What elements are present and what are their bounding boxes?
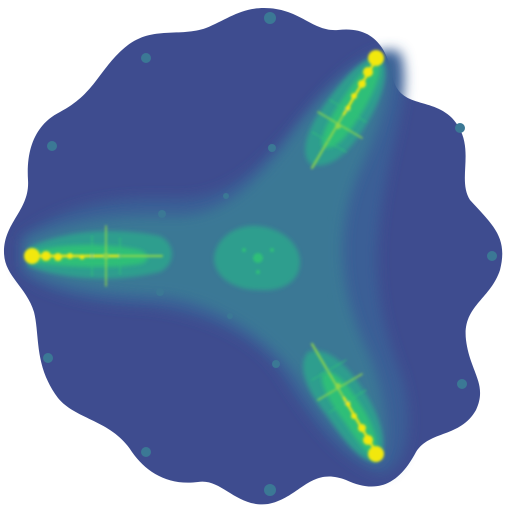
satellite-blob: [158, 210, 166, 218]
top-arm-filament: [311, 50, 384, 169]
bottom-arm-filament: [311, 343, 384, 462]
satellite-blob: [223, 193, 229, 199]
satellite-blob: [268, 144, 276, 152]
satellite-blob: [327, 293, 333, 299]
satellite-blob: [457, 379, 467, 389]
satellite-blob: [327, 215, 333, 221]
center-mini-structure: [242, 248, 274, 274]
satellite-blob: [455, 123, 465, 133]
satellite-blobs: [43, 12, 497, 496]
satellite-blob: [264, 12, 276, 24]
satellite-blob: [141, 447, 151, 457]
satellite-blob: [227, 313, 233, 319]
satellite-blob: [272, 360, 280, 368]
satellite-blob: [141, 53, 151, 63]
left-arm-filament: [24, 225, 163, 287]
band-4-bottom-arm: [321, 372, 377, 456]
band-2: [26, 60, 388, 462]
satellite-blob: [156, 288, 164, 296]
satellite-blob: [43, 353, 53, 363]
satellite-blob: [487, 251, 497, 261]
satellite-blob: [47, 141, 57, 151]
satellite-blob: [264, 484, 276, 496]
